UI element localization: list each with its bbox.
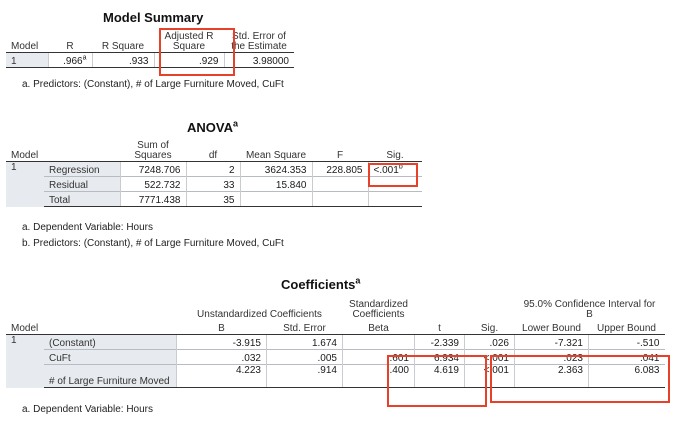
table-row: 1 (Constant) -3.915 1.674 -2.339 .026 -7… bbox=[6, 334, 665, 388]
coef-se: 1.674 bbox=[266, 334, 343, 350]
table-row: CuFt .032 .005 .601 6.934 <.001 .023 .04… bbox=[6, 349, 665, 365]
coefficients-title: Coefficientsa bbox=[281, 275, 361, 292]
coefficients-table: Unstandardized Coefficients Standardized… bbox=[6, 300, 665, 388]
coef-model-num: 1 bbox=[6, 334, 44, 388]
anova-sum-sq: 522.732 bbox=[119, 176, 186, 192]
anova-df: 35 bbox=[185, 191, 240, 207]
coef-beta bbox=[342, 334, 415, 350]
coef-h-blank-5 bbox=[44, 320, 177, 335]
coef-h-blank-3 bbox=[415, 300, 465, 320]
coef-sig: <.001 bbox=[464, 364, 515, 388]
anova-row-label: Residual bbox=[44, 176, 120, 192]
coef-header-unstd: Unstandardized Coefficients bbox=[197, 309, 322, 320]
anova-sig bbox=[367, 176, 422, 192]
table-row: Residual 522.732 33 15.840 bbox=[6, 176, 422, 192]
anova-table: Model Sum of Squares df Mean Square F Si… bbox=[6, 141, 422, 207]
anova-sum-sq: 7771.438 bbox=[119, 191, 186, 207]
coef-sig: .026 bbox=[464, 334, 515, 350]
ms-r-value: .966a bbox=[47, 52, 92, 68]
coef-b: .032 bbox=[176, 349, 267, 365]
coef-h-blank-4 bbox=[465, 300, 515, 320]
coef-row-label: # of Large Furniture Moved bbox=[44, 364, 177, 388]
ms-header-r-square: R Square bbox=[92, 32, 154, 53]
anova-header-df: df bbox=[186, 141, 240, 162]
anova-df: 33 bbox=[185, 176, 240, 192]
table-row: 1 Regression 7248.706 2 3624.353 228.805… bbox=[6, 161, 422, 207]
coef-header-ci: 95.0% Confidence Interval for B bbox=[523, 299, 656, 320]
anova-title: ANOVAa bbox=[187, 118, 238, 135]
model-summary-table: Model R R Square Adjusted R Square Std. … bbox=[6, 32, 294, 68]
ms-r-square-value: .933 bbox=[91, 52, 154, 68]
coef-b: 4.223 bbox=[176, 364, 267, 388]
anova-mean-sq: 3624.353 bbox=[239, 161, 312, 177]
coef-header-sig: Sig. bbox=[464, 320, 515, 335]
coef-lower: -7.321 bbox=[514, 334, 589, 350]
coef-beta: .601 bbox=[342, 349, 415, 365]
anova-footnote-a: a. Dependent Variable: Hours bbox=[22, 222, 154, 233]
table-row: Total 7771.438 35 bbox=[6, 191, 422, 207]
anova-model-num: 1 bbox=[6, 161, 44, 207]
table-row: 1 .966a .933 .929 3.98000 bbox=[6, 52, 294, 68]
anova-header-mean-sq: Mean Square bbox=[240, 141, 312, 162]
coef-lower: 2.363 bbox=[514, 364, 589, 388]
coef-lower: .023 bbox=[514, 349, 589, 365]
coef-footnote: a. Dependent Variable: Hours bbox=[22, 404, 154, 415]
anova-header-blank bbox=[44, 141, 120, 162]
coef-header-std: Standardized Coefficients bbox=[349, 299, 408, 320]
anova-mean-sq: 15.840 bbox=[239, 176, 312, 192]
coef-se: .914 bbox=[266, 364, 343, 388]
coef-header-model: Model bbox=[6, 320, 44, 335]
anova-footnote-b: b. Predictors: (Constant), # of Large Fu… bbox=[22, 238, 284, 249]
coef-sig: <.001 bbox=[464, 349, 515, 365]
coef-header-upper: Upper Bound bbox=[588, 320, 665, 335]
model-summary-title: Model Summary bbox=[103, 10, 204, 25]
anova-sum-sq: 7248.706 bbox=[119, 161, 186, 177]
coef-upper: 6.083 bbox=[588, 364, 665, 388]
ms-header-adj-r-square: Adjusted R Square bbox=[154, 32, 224, 53]
coef-upper: .041 bbox=[588, 349, 665, 365]
anova-row-label: Total bbox=[44, 191, 120, 207]
ms-header-r: R bbox=[48, 32, 92, 53]
ms-model-num: 1 bbox=[6, 52, 48, 68]
anova-header-sum-sq: Sum of Squares bbox=[120, 141, 186, 162]
coef-t: 4.619 bbox=[414, 364, 465, 388]
anova-header-model: Model bbox=[6, 141, 44, 162]
table-row: # of Large Furniture Moved 4.223 .914 .4… bbox=[6, 364, 665, 388]
anova-f bbox=[311, 191, 368, 207]
anova-header-sig: Sig. bbox=[368, 141, 422, 162]
coef-upper: -.510 bbox=[588, 334, 665, 350]
anova-f bbox=[311, 176, 368, 192]
ms-footnote: a. Predictors: (Constant), # of Large Fu… bbox=[22, 79, 284, 90]
ms-adj-r-square-value: .929 bbox=[153, 52, 224, 68]
anova-mean-sq bbox=[239, 191, 312, 207]
coef-t: 6.934 bbox=[414, 349, 465, 365]
coef-header-t: t bbox=[414, 320, 465, 335]
anova-f: 228.805 bbox=[311, 161, 368, 177]
anova-row-label: Regression bbox=[44, 161, 120, 177]
coef-header-std-error: Std. Error bbox=[266, 320, 343, 335]
coef-b: -3.915 bbox=[176, 334, 267, 350]
coef-beta: .400 bbox=[342, 364, 415, 388]
coef-h-blank-1 bbox=[6, 300, 44, 320]
coef-row-label: CuFt bbox=[44, 349, 177, 365]
anova-df: 2 bbox=[185, 161, 240, 177]
coef-h-blank-2 bbox=[44, 300, 177, 320]
anova-header-f: F bbox=[312, 141, 368, 162]
coef-row-label: (Constant) bbox=[44, 334, 177, 350]
ms-header-std-error: Std. Error of the Estimate bbox=[224, 32, 294, 53]
coef-header-b: B bbox=[176, 320, 267, 335]
coef-se: .005 bbox=[266, 349, 343, 365]
coef-header-beta: Beta bbox=[342, 320, 415, 335]
anova-sig: <.001b bbox=[367, 161, 422, 177]
coef-t: -2.339 bbox=[414, 334, 465, 350]
ms-std-error-value: 3.98000 bbox=[223, 52, 294, 68]
ms-header-model: Model bbox=[6, 32, 48, 53]
anova-sig bbox=[367, 191, 422, 207]
coef-header-lower: Lower Bound bbox=[514, 320, 589, 335]
